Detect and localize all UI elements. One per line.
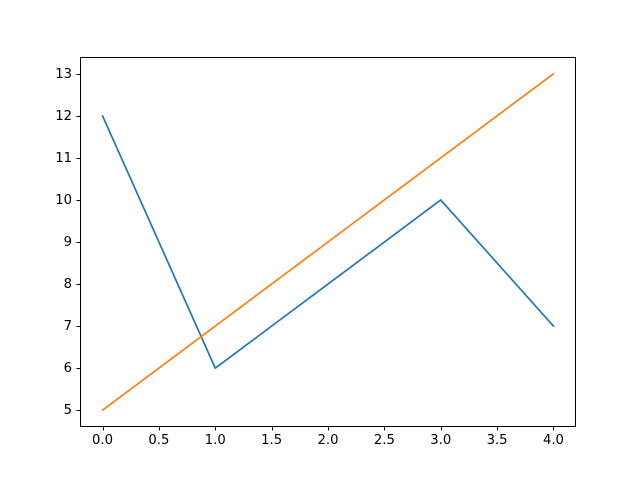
data-line-series-1 [101, 115, 555, 369]
axes-spines [80, 57, 576, 427]
x-tick-label: 2.0 [318, 433, 339, 448]
y-tick-label: 10 [55, 193, 72, 208]
x-tick-label: 3.0 [430, 433, 451, 448]
y-tick-label: 9 [64, 235, 72, 250]
x-tick-label-group: 0.0 0.5 1.0 1.5 2.0 2.5 3.0 3.5 4.0 [92, 433, 564, 448]
x-tick-label: 0.0 [92, 433, 113, 448]
x-tick-label: 1.0 [205, 433, 226, 448]
x-axis-ticks [103, 427, 554, 431]
data-line-series-2 [101, 72, 555, 412]
y-tick-label: 7 [64, 319, 72, 334]
y-tick-label: 13 [55, 67, 72, 82]
y-tick-label: 5 [64, 403, 72, 418]
y-tick-label: 11 [55, 151, 72, 166]
y-axis-ticks [76, 74, 80, 411]
x-tick-label: 2.5 [374, 433, 395, 448]
x-tick-label: 4.0 [543, 433, 564, 448]
x-tick-label: 0.5 [148, 433, 169, 448]
y-tick-label: 12 [55, 109, 72, 124]
y-tick-label: 6 [64, 361, 72, 376]
y-tick-label-group: 5 6 7 8 9 10 11 12 13 [55, 67, 72, 418]
x-tick-label: 3.5 [487, 433, 508, 448]
y-tick-label: 8 [64, 277, 72, 292]
data-series-group [101, 72, 555, 412]
x-tick-label: 1.5 [261, 433, 282, 448]
